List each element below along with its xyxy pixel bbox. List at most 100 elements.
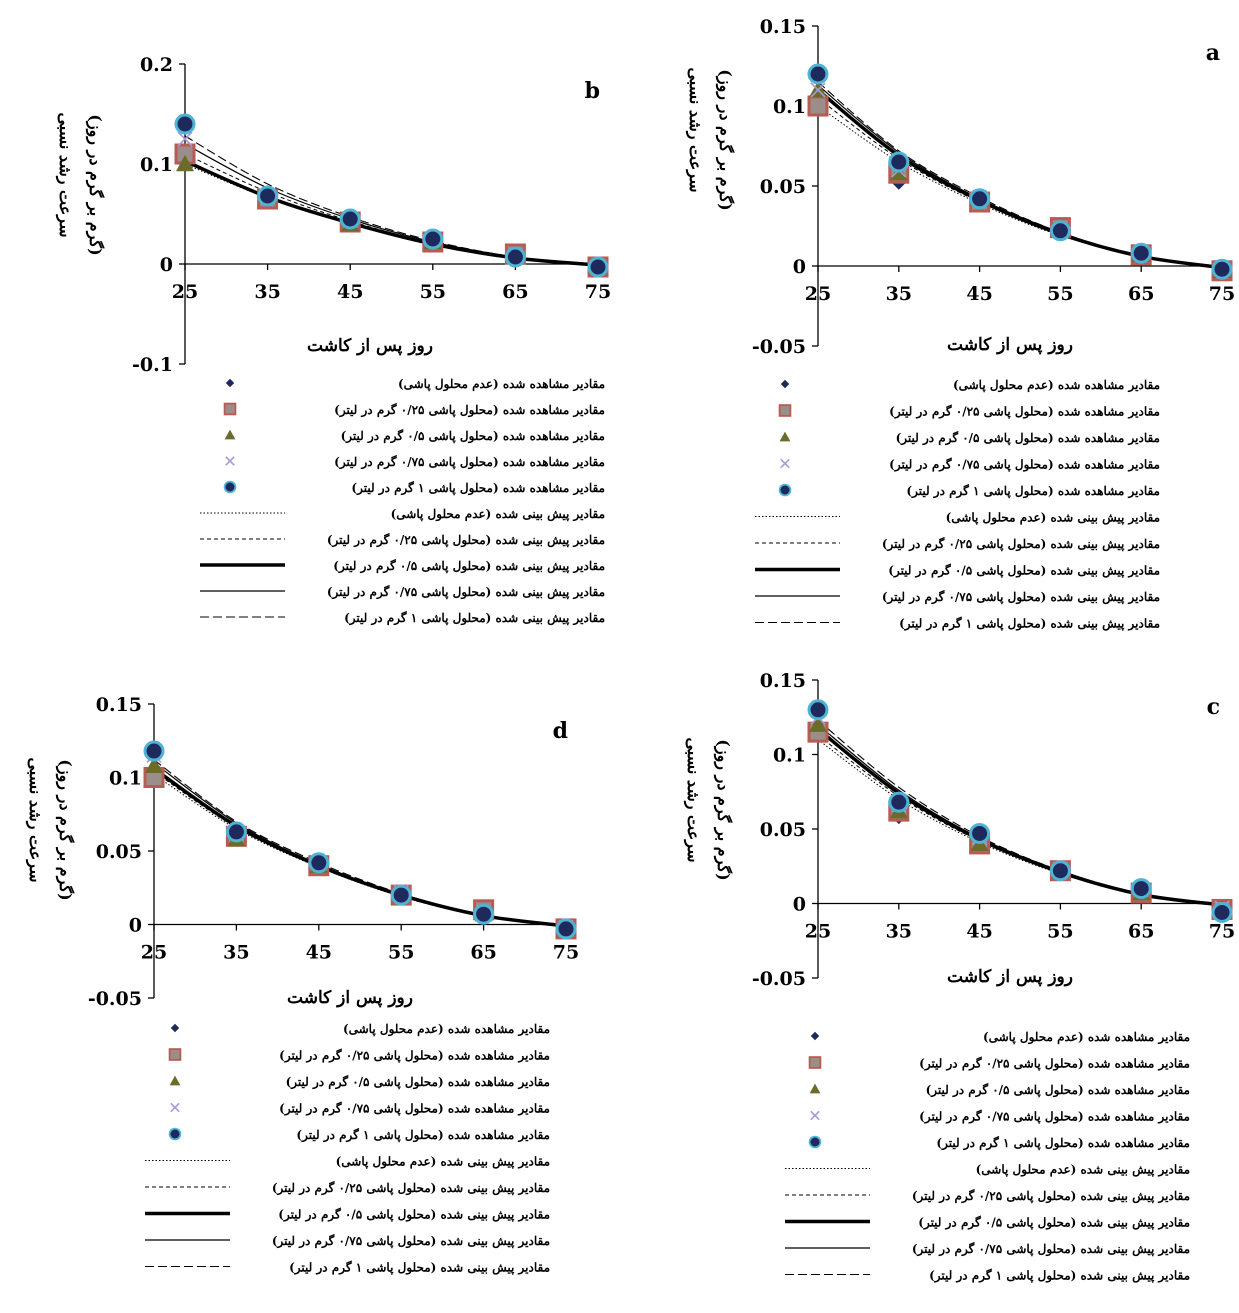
legend-label-pred_075: مقادیر پیش بینی شده (محلول پاشی ۰/۷۵ گرم… (912, 1241, 1190, 1257)
data-point-obs_1 (1211, 258, 1233, 280)
y-tick-label: 0.15 (760, 16, 806, 38)
y-tick-label: 0.1 (773, 96, 806, 118)
legend-label-pred_1: مقادیر پیش بینی شده (محلول پاشی ۱ گرم در… (289, 1260, 550, 1276)
x-tick-label: 35 (223, 942, 249, 964)
legend-label-obs_1: مقادیر مشاهده شده (محلول پاشی ۱ گرم در ل… (906, 483, 1160, 499)
predicted-line-pred_0 (817, 105, 1223, 269)
legend-marker-obs_05 (779, 431, 791, 442)
legend-label-pred_025: مقادیر پیش بینی شده (محلول پاشی ۰/۲۵ گرم… (912, 1188, 1190, 1204)
legend-label-obs_075: مقادیر مشاهده شده (محلول پاشی ۰/۷۵ گرم د… (334, 454, 605, 470)
y-axis-label: سرعت رشد نسبی (55, 112, 75, 237)
legend: مقادیر مشاهده شده (عدم محلول پاشی) مقادیر… (200, 377, 605, 626)
data-point-obs_1 (1130, 242, 1152, 264)
predicted-line-pred_025 (153, 771, 567, 927)
predicted-line-pred_075 (817, 724, 1223, 906)
predicted-line-pred_1 (817, 719, 1223, 906)
predicted-line-pred_075 (153, 762, 567, 927)
x-tick-label: 25 (172, 281, 198, 303)
legend-marker-obs_0 (780, 379, 790, 389)
data-point-obs_1 (504, 246, 526, 268)
data-point-obs_1 (888, 151, 910, 173)
data-point-obs_1 (969, 822, 991, 844)
data-point-obs_1 (1130, 878, 1152, 900)
legend-label-pred_075: مقادیر پیش بینی شده (محلول پاشی ۰/۷۵ گرم… (327, 584, 605, 600)
x-tick-label: 35 (254, 281, 280, 303)
legend-marker-obs_075 (170, 1102, 180, 1113)
legend-label-obs_05: مقادیر مشاهده شده (محلول پاشی ۰/۵ گرم در… (896, 430, 1160, 446)
legend-label-pred_075: مقادیر پیش بینی شده (محلول پاشی ۰/۷۵ گرم… (882, 589, 1160, 605)
legend-marker-obs_025 (808, 1056, 822, 1069)
legend-marker-obs_0 (170, 1023, 180, 1033)
panel-letter: a (1206, 40, 1220, 66)
legend-label-pred_05: مقادیر پیش بینی شده (محلول پاشی ۰/۵ گرم … (333, 558, 605, 574)
legend-label-obs_0: مقادیر مشاهده شده (عدم محلول پاشی) (953, 378, 1160, 393)
legend-marker-obs_1 (778, 483, 792, 497)
x-tick-label: 75 (1209, 283, 1235, 305)
data-point-obs_1 (969, 188, 991, 210)
legend-marker-obs_1 (223, 480, 237, 494)
x-tick-label: 75 (1209, 921, 1235, 943)
x-tick-label: 45 (306, 942, 332, 964)
predicted-line-pred_1 (184, 135, 599, 266)
legend-label-obs_0: مقادیر مشاهده شده (عدم محلول پاشی) (983, 1030, 1190, 1045)
chart-panel-b: 0.2 0.1 0 -0.1 25 35 45 55 65 75 b روز پس از کاشت سر… (55, 54, 611, 626)
legend-label-pred_025: مقادیر پیش بینی شده (محلول پاشی ۰/۲۵ گرم… (882, 536, 1160, 552)
predicted-line-pred_025 (184, 153, 599, 266)
x-tick-label: 45 (337, 281, 363, 303)
data-point-obs_1 (143, 740, 165, 762)
x-tick-label: 65 (470, 942, 496, 964)
predicted-line-pred_1 (817, 81, 1223, 269)
x-tick-label: 75 (553, 942, 579, 964)
data-point-obs_05 (145, 756, 163, 773)
legend-label-obs_025: مقادیر مشاهده شده (محلول پاشی ۰/۲۵ گرم د… (279, 1048, 550, 1064)
data-point-obs_1 (257, 185, 279, 207)
legend: مقادیر مشاهده شده (عدم محلول پاشی) مقادیر… (785, 1030, 1190, 1284)
legend-label-pred_1: مقادیر پیش بینی شده (محلول پاشی ۱ گرم در… (929, 1268, 1190, 1284)
predicted-line-pred_05 (153, 767, 567, 928)
y-axis-label: سرعت رشد نسبی (25, 757, 45, 882)
legend-label-obs_1: مقادیر مشاهده شده (محلول پاشی ۱ گرم در ل… (296, 1127, 550, 1143)
y-tick-label: 0.15 (760, 670, 806, 692)
y-axis-label-unit: (گرم بر گرم در روز) (55, 759, 75, 900)
x-tick-label: 45 (966, 921, 992, 943)
predicted-line-pred_1 (153, 759, 567, 927)
x-tick-label: 25 (141, 942, 167, 964)
data-point-obs_1 (390, 884, 412, 906)
data-point-obs_1 (807, 63, 829, 85)
data-point-obs_1 (1211, 901, 1233, 923)
predicted-line-pred_075 (817, 84, 1223, 269)
chart-panel-a: 0.15 0.1 0.05 0 -0.05 25 35 45 55 65 75 a روز پس از … (685, 16, 1235, 632)
predicted-line-pred_05 (184, 159, 599, 267)
x-axis-label: روز پس از کاشت (947, 335, 1073, 355)
panel-letter: d (553, 718, 568, 744)
x-tick-label: 35 (886, 921, 912, 943)
legend-label-pred_1: مقادیر پیش بینی شده (محلول پاشی ۱ گرم در… (899, 616, 1160, 632)
legend-label-obs_025: مقادیر مشاهده شده (محلول پاشی ۰/۲۵ گرم د… (889, 404, 1160, 420)
data-point-obs_1 (473, 903, 495, 925)
legend-marker-obs_075 (780, 458, 790, 469)
legend-label-pred_0: مقادیر پیش بینی شده (عدم محلول پاشی) (336, 1155, 550, 1170)
x-tick-label: 55 (388, 942, 414, 964)
legend-marker-obs_025 (778, 404, 792, 417)
data-point-obs_05 (176, 155, 194, 172)
y-tick-label: 0.05 (760, 176, 806, 198)
legend-marker-obs_1 (808, 1135, 822, 1149)
x-tick-label: 65 (1128, 283, 1154, 305)
y-tick-label: 0.2 (140, 54, 173, 76)
y-tick-label: -0.05 (752, 968, 806, 990)
legend-marker-obs_05 (809, 1083, 821, 1094)
legend-label-obs_075: مقادیر مشاهده شده (محلول پاشی ۰/۷۵ گرم د… (279, 1101, 550, 1117)
x-tick-label: 55 (420, 281, 446, 303)
legend-label-pred_1: مقادیر پیش بینی شده (محلول پاشی ۱ گرم در… (344, 610, 605, 626)
predicted-line-pred_0 (184, 163, 599, 266)
legend-label-pred_05: مقادیر پیش بینی شده (محلول پاشی ۰/۵ گرم … (278, 1207, 550, 1223)
predicted-line-pred_0 (153, 774, 567, 927)
data-point-obs_1 (1049, 220, 1071, 242)
legend-label-obs_1: مقادیر مشاهده شده (محلول پاشی ۱ گرم در ل… (351, 480, 605, 496)
y-axis-label-unit: (گرم بر گرم در روز) (715, 69, 735, 210)
legend-marker-obs_075 (810, 1110, 820, 1121)
chart-panel-d: 0.15 0.1 0.05 0 -0.05 25 35 45 55 65 75 d روز پس از … (25, 694, 579, 1276)
y-tick-label: 0.1 (109, 768, 142, 790)
panel-letter: c (1207, 694, 1220, 720)
